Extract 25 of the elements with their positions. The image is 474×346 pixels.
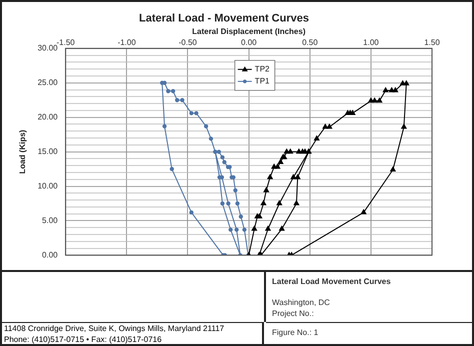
y-tick-label: 5.00 (42, 216, 58, 225)
chart-title: Lateral Load - Movement Curves (139, 12, 309, 25)
x-tick-label: 1.50 (424, 38, 440, 47)
y-tick-label: 20.00 (38, 112, 58, 122)
y-tick-label: 25.00 (38, 78, 58, 88)
y-tick-label: 0.00 (42, 250, 58, 260)
text: Phone: (410)517-0715 • Fax: (410)517-0716 (4, 334, 163, 345)
x-tick-label: -1.00 (118, 38, 136, 47)
x-tick-label: 0.50 (302, 38, 318, 47)
x-tick-label: 0.00 (241, 38, 258, 47)
legend-label: TP2 (254, 64, 270, 74)
text: Washington, DC (272, 297, 331, 308)
text: Project No.: (272, 308, 315, 319)
text: 11408 Cronridge Drive, Suite K, Owings Mills, Maryland 21117 (4, 323, 226, 334)
y-tick-label: 15.00 (38, 147, 58, 156)
x-tick-label: -1.50 (56, 38, 76, 47)
x-axis-title: Lateral Displacement (Inches) (192, 27, 306, 36)
text: Figure No.: 1 (272, 328, 320, 337)
x-tick-label: -0.50 (178, 38, 198, 47)
y-tick-label: 30.00 (38, 44, 58, 53)
text: Lateral Load Movement Curves (272, 276, 392, 287)
legend-label: TP1 (254, 76, 270, 86)
y-axis-title: Load (Kips) (18, 129, 28, 174)
x-tick-label: 1.00 (363, 38, 380, 47)
y-tick-label: 10.00 (38, 181, 58, 190)
